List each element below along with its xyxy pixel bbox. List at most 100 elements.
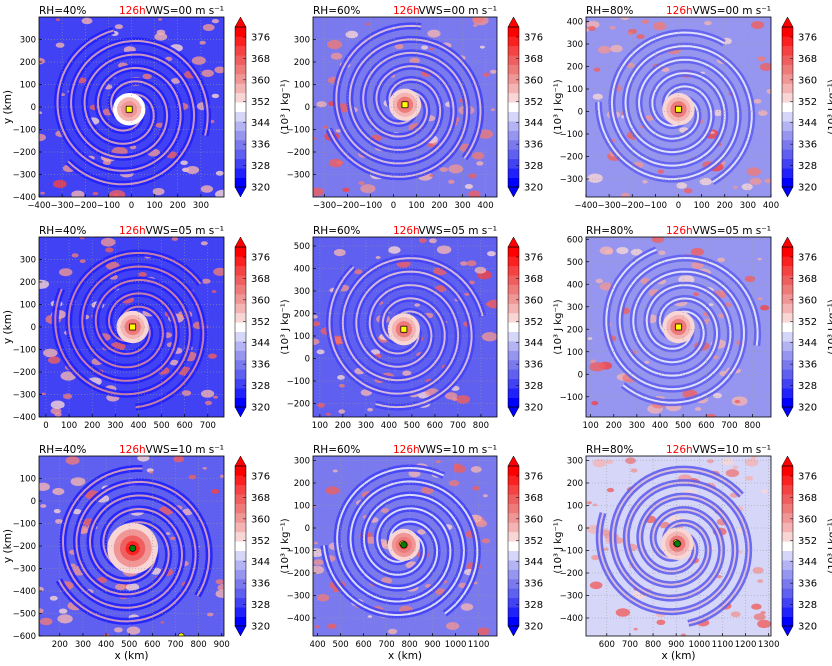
- x-tick-label: −400: [27, 201, 50, 211]
- x-tick-label: 100: [408, 201, 424, 211]
- convective-cell: [717, 257, 725, 263]
- convective-cell: [55, 18, 61, 21]
- convective-cell: [453, 463, 461, 468]
- convective-cell: [676, 182, 687, 189]
- colorbar-tick-label: 344: [798, 557, 817, 568]
- colorbar-level: [508, 541, 519, 551]
- colorbar: 376 368 360 352 344 336 328 320 (10³ J kg⁻¹): [781, 455, 832, 637]
- x-tick-label: 300: [358, 421, 374, 431]
- colorbar-tick-label: 328: [251, 600, 270, 611]
- spiral-band-edge: [348, 38, 482, 159]
- convective-cell: [599, 282, 614, 291]
- panel-5: 100 200 300 400 500 600 700 800 500 400 300 200 100 0…: [287, 225, 564, 431]
- colorbar-top-extend: [234, 455, 247, 467]
- y-tick-label: −100: [287, 377, 310, 387]
- convective-cell: [375, 256, 381, 259]
- colorbar-level: [235, 494, 246, 504]
- colorbar-level: [782, 284, 793, 295]
- convective-cell: [460, 261, 468, 266]
- colorbar-level: [782, 45, 793, 56]
- convective-cell: [751, 603, 762, 610]
- convective-cell: [485, 302, 491, 306]
- y-tick-label: −400: [287, 614, 310, 624]
- x-tick-label: 600: [599, 640, 615, 650]
- convective-cell: [380, 508, 390, 513]
- colorbar-bottom-extend: [507, 406, 520, 418]
- convective-cell: [421, 486, 434, 495]
- colorbar-level: [782, 322, 793, 332]
- y-tick-label: 0: [31, 323, 36, 333]
- colorbar-level: [235, 484, 246, 495]
- colorbar-level: [508, 168, 519, 178]
- y-tick-label: −300: [13, 565, 36, 575]
- spiral-band-edge: [322, 493, 465, 617]
- plot-area: [313, 456, 497, 636]
- y-tick-label: 300: [20, 36, 36, 46]
- colorbar-tick-label: 336: [251, 360, 270, 371]
- y-tick-label: 400: [294, 265, 310, 275]
- convective-cell: [328, 158, 343, 168]
- convective-cell: [760, 305, 770, 311]
- convective-cell: [486, 299, 497, 309]
- colorbar-frame: [507, 26, 520, 188]
- convective-cell: [427, 29, 441, 38]
- colorbar-bottom-extend: [781, 406, 794, 418]
- x-tick-label: −200: [621, 201, 644, 211]
- colorbar-level: [508, 102, 519, 112]
- convective-cell: [428, 238, 437, 244]
- convective-cell: [327, 623, 337, 629]
- colorbar-frame: [234, 465, 247, 627]
- convective-cell: [708, 303, 714, 306]
- y-tick-label: 300: [567, 303, 583, 313]
- colorbar-level: [235, 92, 246, 103]
- x-tick-label: 1200: [735, 640, 757, 650]
- colorbar-tick-label: 368: [251, 274, 270, 285]
- y-tick-label: −500: [13, 610, 36, 620]
- colorbar-frame: [781, 26, 794, 188]
- convective-cell: [621, 192, 630, 197]
- convective-cell: [680, 633, 686, 636]
- colorbar-bottom-extend: [234, 406, 247, 418]
- colorbar-tick-label: 336: [524, 579, 543, 590]
- convective-cell: [70, 477, 86, 486]
- colorbar-level: [508, 388, 519, 398]
- colorbar-unit-label: (10³ J kg⁻¹): [553, 299, 564, 354]
- colorbar-top-extend: [507, 16, 520, 28]
- y-tick-label: 200: [567, 63, 583, 73]
- colorbar-level: [508, 45, 519, 56]
- colorbar-level: [235, 588, 246, 599]
- panel-time-label: 126h: [393, 444, 420, 456]
- colorbar-level: [235, 149, 246, 160]
- y-tick-label: 100: [294, 332, 310, 342]
- convective-cell: [707, 459, 714, 464]
- convective-cell: [39, 617, 53, 626]
- convective-cell: [593, 67, 601, 72]
- y-tick-label: −300: [287, 592, 310, 602]
- y-tick-label: 300: [567, 457, 583, 467]
- spiral-band-edge: [598, 495, 737, 613]
- convective-cell: [58, 268, 73, 277]
- panel-7: 200 300 400 500 600 700 800 9001000−100−200−300…: [2, 444, 291, 662]
- convective-cell: [158, 18, 163, 21]
- convective-cell: [138, 272, 147, 277]
- colorbar-level: [508, 484, 519, 495]
- y-axis-label: y (km): [2, 310, 14, 344]
- convective-cell: [466, 260, 477, 267]
- convective-cell: [436, 460, 441, 463]
- colorbar-level: [782, 294, 793, 304]
- colorbar-tick-label: 336: [798, 360, 817, 371]
- colorbar-bottom-extend: [781, 625, 794, 637]
- x-tick-label: 400: [98, 640, 114, 650]
- convective-cell: [313, 137, 317, 141]
- spiral-band-edge: [336, 466, 452, 603]
- convective-cell: [483, 494, 488, 498]
- colorbar-bottom-extend: [507, 625, 520, 637]
- convective-cell: [360, 184, 376, 194]
- spiral-band-edge: [622, 270, 746, 404]
- convective-cell: [603, 547, 609, 551]
- convective-cell: [599, 246, 614, 255]
- y-tick-label: 500: [294, 242, 310, 252]
- panel-9: 600 700 800 900 1000 1100 1200 13003002001000−1…: [560, 444, 832, 662]
- panel-8: 400 500 600 700 800 900 1000 11003002001000−100…: [287, 444, 564, 662]
- convective-cell: [317, 594, 330, 602]
